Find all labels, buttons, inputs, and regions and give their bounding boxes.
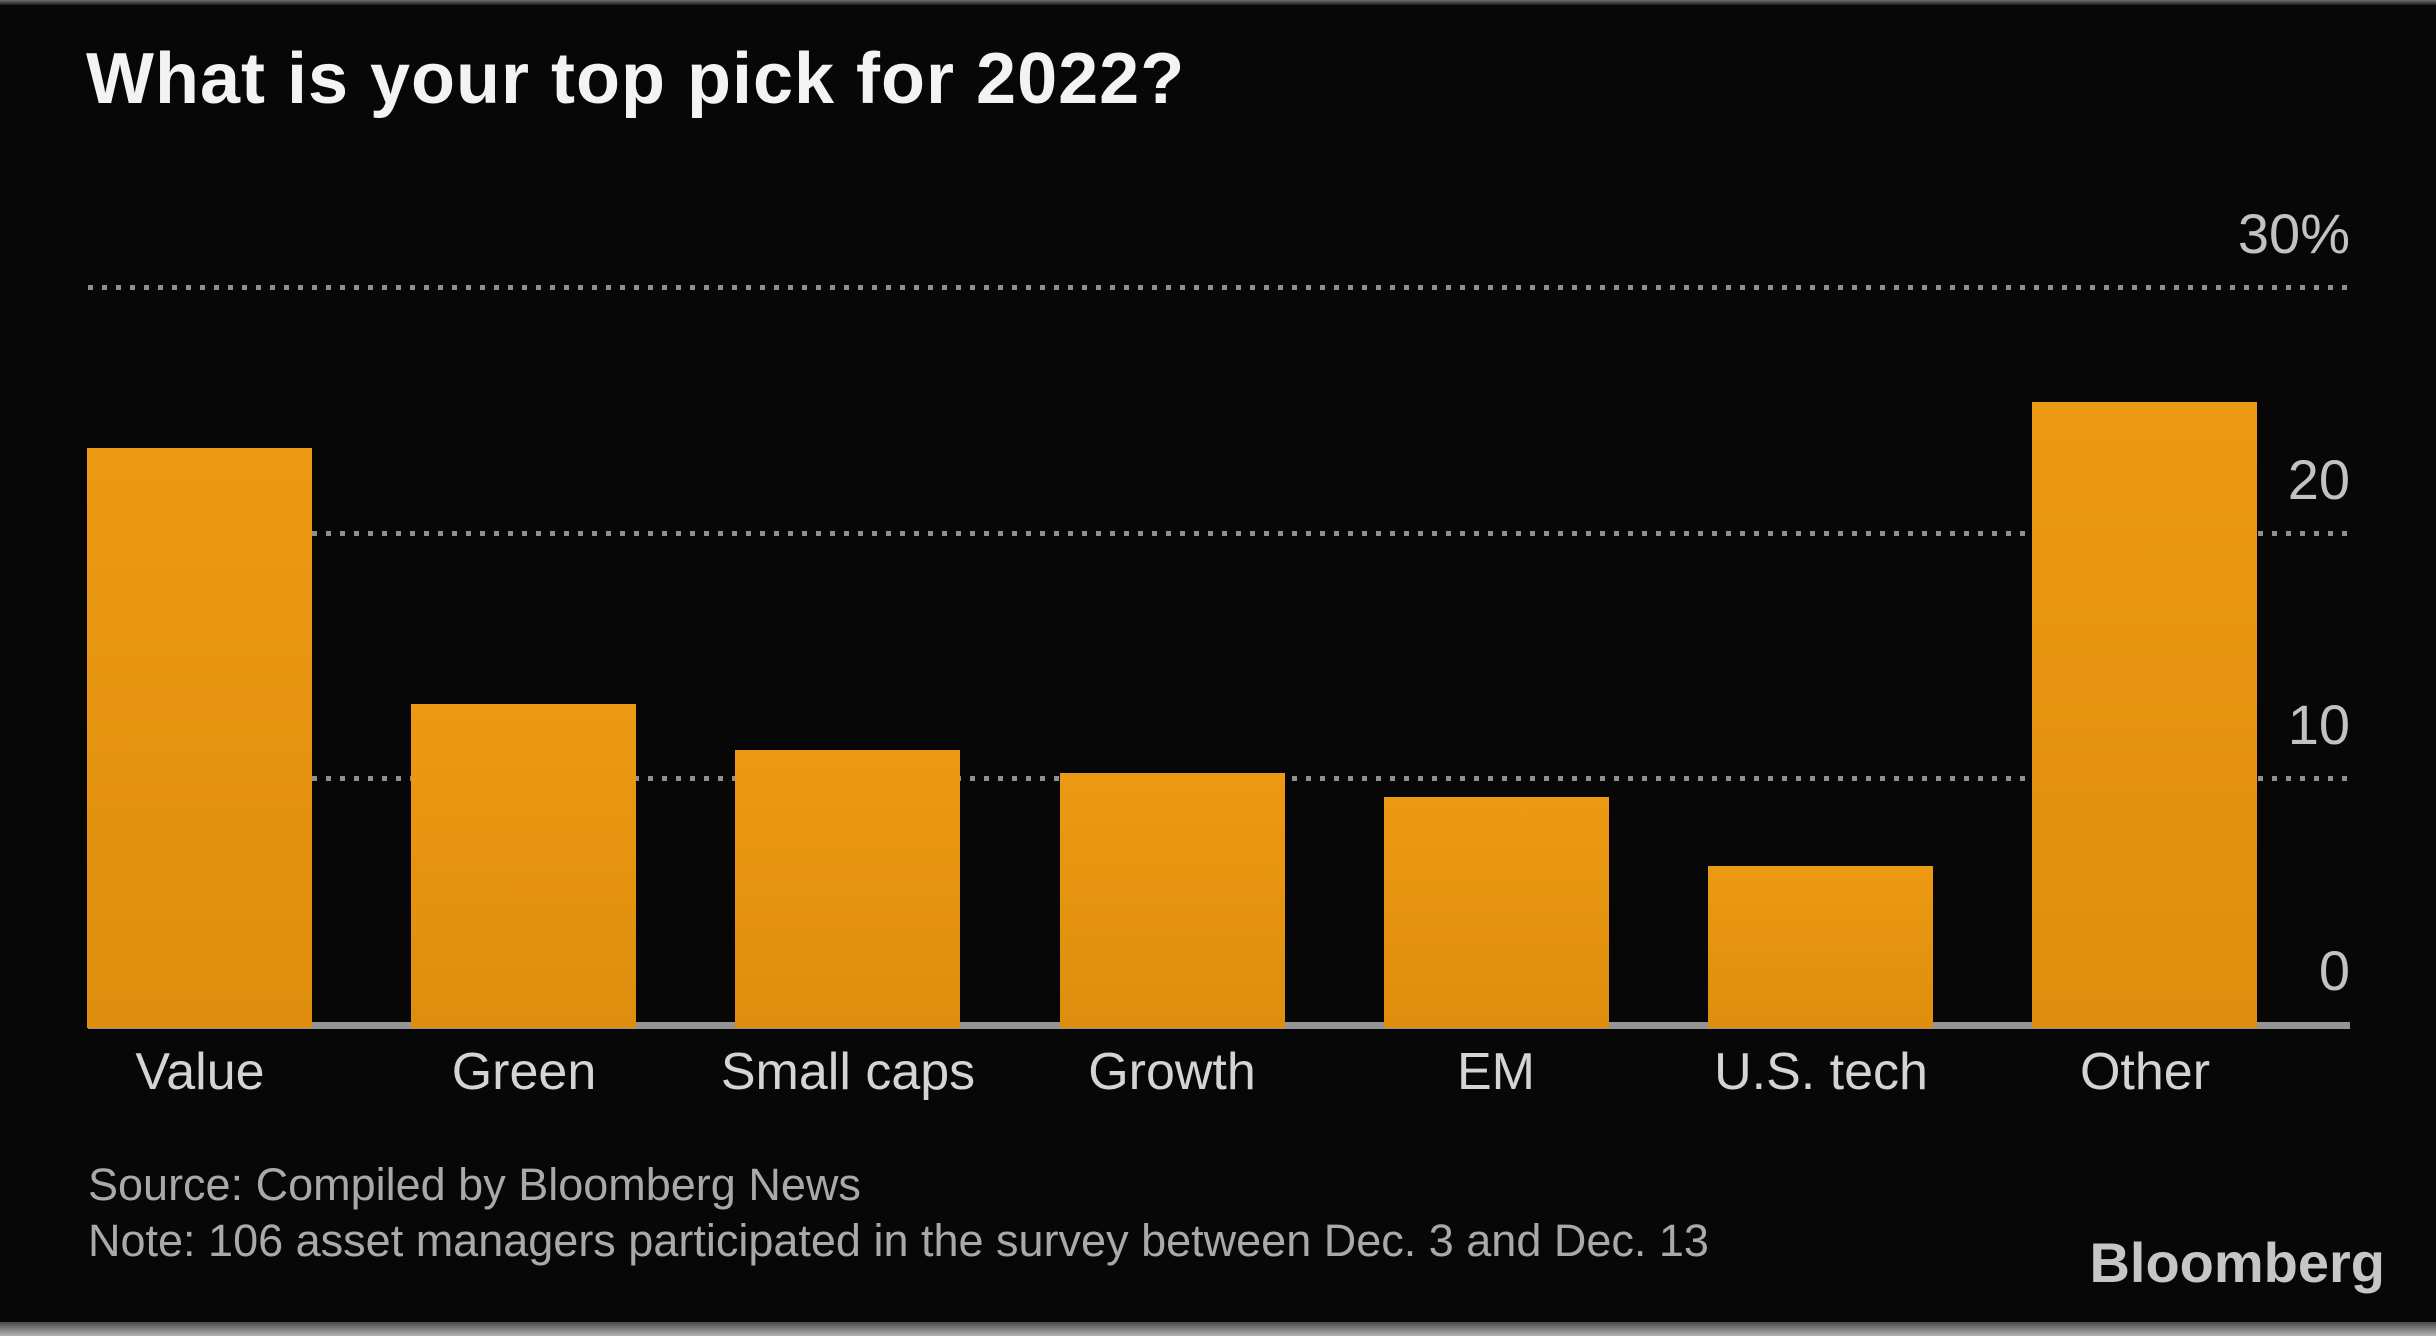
bottom-edge-border (0, 1322, 2436, 1336)
gridline-20 (88, 530, 2350, 536)
gridline-30 (88, 284, 2350, 290)
x-axis-label-green: Green (451, 1043, 597, 1101)
bar-em (1384, 797, 1609, 1028)
bar-value (87, 448, 312, 1028)
bar-other (2032, 402, 2257, 1028)
x-axis-label-value: Value (135, 1043, 265, 1101)
source-text: Source: Compiled by Bloomberg News (88, 1159, 861, 1210)
y-tick-label-20: 20 (2287, 447, 2350, 511)
chart-title: What is your top pick for 2022? (86, 39, 1186, 119)
note-text: Note: 106 asset managers participated in… (88, 1215, 1709, 1266)
x-axis-label-growth: Growth (1088, 1043, 1256, 1101)
y-tick-label-30: 30% (2237, 201, 2350, 265)
bar-growth (1060, 773, 1285, 1028)
bloomberg-logo: Bloomberg (2089, 1231, 2385, 1294)
x-axis-label-other: Other (2079, 1043, 2211, 1101)
x-axis-label-small-caps: Small caps (720, 1043, 976, 1101)
bar-small-caps (735, 750, 960, 1028)
bar-green (411, 704, 636, 1028)
y-tick-label-10: 10 (2287, 693, 2350, 757)
top-edge-border (0, 0, 2436, 5)
y-tick-label-0: 0 (2318, 939, 2350, 1002)
x-axis-label-em: EM (1457, 1043, 1535, 1101)
x-axis-label-u-s-tech: U.S. tech (1714, 1043, 1928, 1101)
bar-u-s-tech (1708, 866, 1933, 1028)
